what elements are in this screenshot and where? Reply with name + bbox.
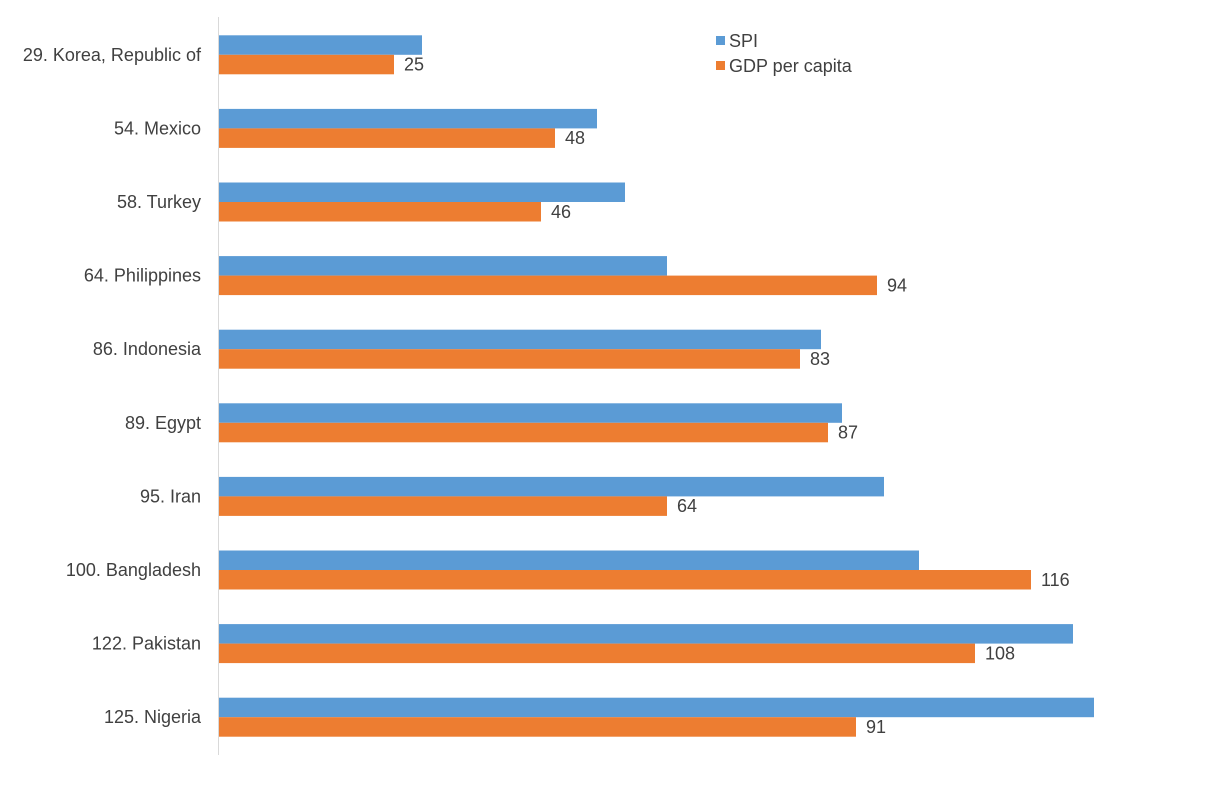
category-label: 122. Pakistan [92, 634, 201, 654]
gdp-bar [219, 349, 800, 369]
data-label: 87 [838, 423, 858, 443]
data-label: 48 [565, 128, 585, 148]
spi-bar [219, 476, 884, 497]
category-label: 125. Nigeria [104, 707, 202, 727]
gdp-bar [219, 422, 828, 443]
data-label: 116 [1041, 570, 1070, 590]
gdp-bar [219, 496, 667, 516]
spi-bar [219, 550, 919, 570]
gdp-bar [219, 275, 877, 296]
data-label: 108 [985, 643, 1015, 663]
spi-bar [219, 108, 597, 129]
gdp-bar [219, 717, 856, 737]
spi-bar [219, 697, 1094, 718]
category-label: 29. Korea, Republic of [23, 45, 202, 65]
legend: SPI GDP per capita [716, 31, 853, 76]
data-label: 94 [887, 275, 907, 295]
legend-swatch [716, 61, 725, 70]
category-label: 64. Philippines [84, 266, 201, 286]
gdp-bar [219, 54, 394, 75]
data-label: 46 [551, 202, 571, 222]
spi-bar [219, 624, 1073, 644]
category-label: 86. Indonesia [93, 339, 202, 359]
legend-label: GDP per capita [729, 56, 853, 76]
gdp-bar [219, 202, 541, 222]
spi-bar [219, 329, 821, 350]
category-label: 54. Mexico [114, 118, 201, 138]
gdp-bar [219, 570, 1031, 590]
data-label: 91 [866, 717, 886, 737]
gdp-bar [219, 643, 975, 664]
data-label: 25 [404, 55, 424, 75]
gdp-bar [219, 128, 555, 148]
legend-swatch [716, 36, 725, 45]
spi-bar [219, 403, 842, 423]
category-label: 95. Iran [140, 486, 201, 506]
category-label: 100. Bangladesh [66, 560, 201, 580]
spi-bar [219, 182, 625, 202]
data-label: 83 [810, 349, 830, 369]
category-label: 58. Turkey [117, 192, 201, 212]
data-label: 64 [677, 496, 697, 516]
category-label: 89. Egypt [125, 413, 201, 433]
spi-bar [219, 256, 667, 276]
spi-bar [219, 35, 422, 55]
legend-label: SPI [729, 31, 758, 51]
